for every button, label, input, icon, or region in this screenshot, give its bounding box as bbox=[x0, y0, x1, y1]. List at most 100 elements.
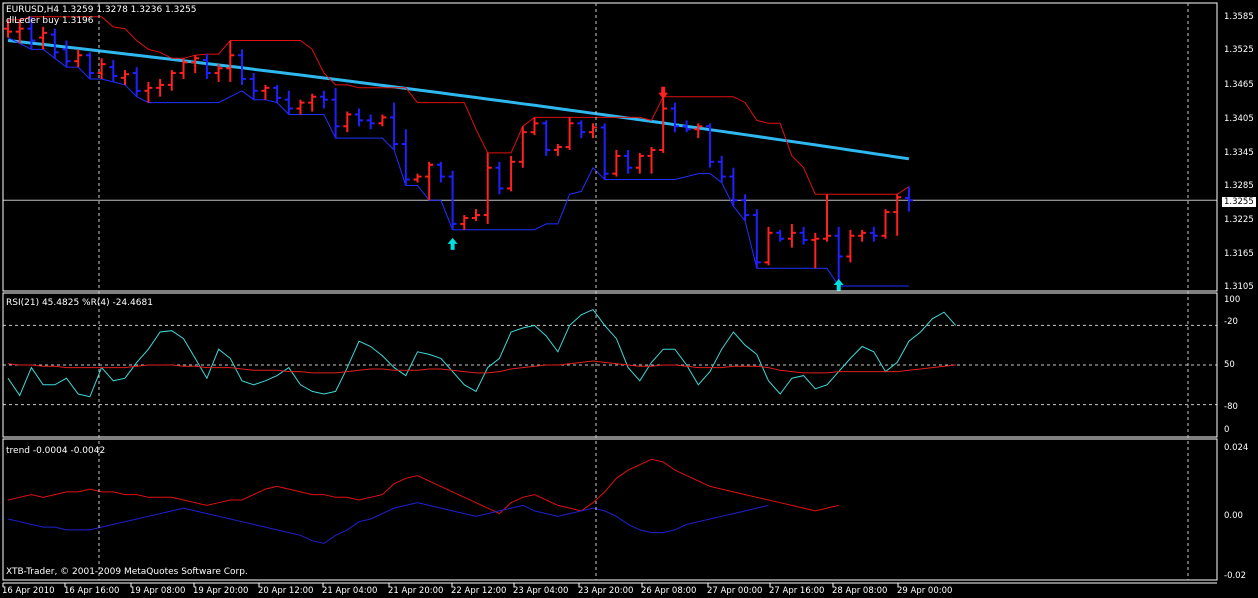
ohlc-bar bbox=[811, 232, 820, 269]
time-label: 29 Apr 00:00 bbox=[897, 586, 953, 596]
ohlc-bar bbox=[378, 114, 387, 127]
ohlc-bar bbox=[97, 58, 106, 79]
ohlc-bar bbox=[296, 99, 305, 115]
time-label: 26 Apr 08:00 bbox=[641, 586, 697, 596]
trend-scale-label: -0.02 bbox=[1224, 571, 1246, 581]
trend-scale-label: 0.00 bbox=[1224, 511, 1243, 521]
ohlc-bar bbox=[62, 40, 71, 68]
rsi-scale-label: 50 bbox=[1224, 360, 1235, 370]
ohlc-bar bbox=[448, 170, 457, 230]
ohlc-bar bbox=[483, 152, 492, 224]
trend-header: trend -0.0004 -0.0042 bbox=[6, 446, 106, 456]
rsi-scale-label: 100 bbox=[1224, 295, 1241, 305]
rsi-scale-label: -20 bbox=[1224, 317, 1238, 327]
ohlc-bar bbox=[682, 120, 691, 133]
ohlc-bar bbox=[472, 209, 480, 221]
time-label: 20 Apr 12:00 bbox=[258, 586, 314, 596]
ohlc-bar bbox=[670, 102, 679, 133]
ohlc-bar bbox=[530, 117, 539, 136]
ohlc-bar bbox=[612, 149, 621, 177]
ohlc-bar bbox=[121, 70, 129, 85]
ohlc-bar bbox=[4, 19, 12, 38]
ohlc-bar bbox=[226, 40, 235, 82]
ohlc-bar bbox=[764, 226, 773, 266]
ohlc-bar bbox=[284, 90, 293, 115]
ohlc-bar bbox=[869, 226, 878, 242]
trend-up-line bbox=[7, 458, 839, 515]
price-label: 1.3525 bbox=[1224, 45, 1254, 55]
ohlc-bar bbox=[706, 123, 714, 168]
ohlc-bar bbox=[15, 19, 24, 44]
pane-frame bbox=[2, 292, 1218, 438]
long-moving-average bbox=[7, 39, 910, 161]
pane-frame bbox=[2, 438, 1218, 581]
rsi-scale-label: 0 bbox=[1224, 425, 1230, 435]
ohlc-bar bbox=[659, 96, 668, 153]
price-label: 1.3285 bbox=[1224, 181, 1254, 191]
ohlc-bar bbox=[589, 123, 597, 139]
ohlc-bar bbox=[741, 194, 750, 221]
pane-borders bbox=[2, 2, 1218, 584]
rsi-header: RSI(21) 45.4825 %R(4) -24.4681 bbox=[6, 298, 153, 308]
ohlc-bar bbox=[202, 54, 211, 79]
time-label: 16 Apr 16:00 bbox=[64, 586, 120, 596]
ohlc-bar bbox=[787, 223, 796, 248]
ohlc-bar bbox=[600, 123, 609, 180]
ohlc-bar bbox=[893, 194, 902, 236]
ohlc-bar bbox=[355, 108, 363, 127]
time-label: 23 Apr 20:00 bbox=[578, 586, 634, 596]
price-label: 1.3405 bbox=[1224, 114, 1254, 124]
ohlc-bar bbox=[776, 229, 785, 242]
ohlc-bar bbox=[542, 120, 551, 156]
ohlc-bar bbox=[366, 114, 375, 130]
ohlc-bar bbox=[694, 123, 703, 139]
price-label: 1.3345 bbox=[1224, 148, 1254, 158]
time-label: 21 Apr 04:00 bbox=[322, 586, 378, 596]
time-label: 16 Apr 2010 bbox=[2, 586, 55, 596]
lower-envelope-line bbox=[7, 37, 909, 287]
time-label: 27 Apr 00:00 bbox=[707, 586, 763, 596]
pane-frame bbox=[2, 2, 1218, 292]
ohlc-bar bbox=[109, 60, 118, 82]
trend-pane[interactable] bbox=[7, 458, 839, 544]
ohlc-bar bbox=[27, 16, 36, 50]
sell-arrow-icon bbox=[658, 86, 669, 99]
ohlc-bar bbox=[238, 49, 246, 85]
ohlc-bar bbox=[249, 73, 258, 100]
ohlc-bar bbox=[834, 226, 843, 287]
main-price-pane[interactable] bbox=[3, 16, 1217, 291]
ohlc-bar bbox=[401, 129, 410, 186]
ohlc-bar bbox=[846, 229, 855, 263]
ohlc-bar bbox=[179, 58, 188, 79]
copyright-text: XTB-Trader, © 2001-2009 MetaQuotes Softw… bbox=[6, 567, 248, 577]
ohlc-bar bbox=[752, 209, 761, 269]
ohlc-bar bbox=[261, 84, 270, 100]
ohlc-bar bbox=[132, 67, 141, 97]
ohlc-bar bbox=[904, 186, 913, 212]
price-label: 1.3225 bbox=[1224, 215, 1254, 225]
ohlc-bar bbox=[577, 120, 586, 139]
trend-scale-label: 0.024 bbox=[1224, 443, 1249, 453]
ohlc-bar bbox=[390, 102, 399, 150]
ohlc-bar bbox=[319, 90, 328, 109]
current-price-tag: 1.3255 bbox=[1222, 197, 1256, 207]
ohlc-bar bbox=[647, 147, 656, 174]
ohlc-bar bbox=[624, 149, 633, 174]
symbol-header: EURUSD,H4 1.3259 1.3278 1.3236 1.3255 bbox=[6, 5, 197, 15]
ohlc-bar bbox=[507, 155, 516, 192]
ohlc-bar bbox=[518, 126, 527, 168]
ohlc-bar bbox=[460, 215, 469, 230]
rsi-pane[interactable] bbox=[3, 308, 1217, 406]
rsi-line bbox=[7, 308, 957, 398]
rsi-scale-label: -80 bbox=[1224, 402, 1238, 412]
time-label: 23 Apr 04:00 bbox=[513, 586, 569, 596]
order-info: dlLeder buy 1.3196 bbox=[6, 16, 94, 26]
ohlc-bar bbox=[343, 111, 352, 133]
price-label: 1.3165 bbox=[1224, 249, 1254, 259]
ohlc-bar bbox=[799, 226, 808, 245]
ohlc-bar bbox=[436, 161, 445, 183]
buy-arrow-icon bbox=[447, 237, 458, 250]
ohlc-bar bbox=[50, 28, 59, 59]
buy-arrow-icon bbox=[833, 279, 844, 291]
